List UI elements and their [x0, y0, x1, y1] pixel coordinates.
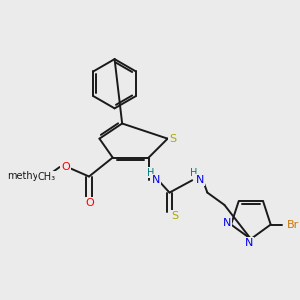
Text: O: O [61, 162, 70, 172]
Text: methyl: methyl [7, 171, 41, 181]
Text: S: S [169, 134, 176, 144]
Text: Br: Br [287, 220, 299, 230]
Text: H: H [147, 168, 154, 178]
Text: N: N [152, 175, 160, 185]
Text: H: H [190, 168, 198, 178]
Text: CH₃: CH₃ [38, 172, 56, 182]
Text: N: N [223, 218, 232, 228]
Text: N: N [196, 175, 204, 185]
Text: N: N [245, 238, 253, 248]
Text: O: O [85, 198, 94, 208]
Text: S: S [172, 211, 179, 221]
